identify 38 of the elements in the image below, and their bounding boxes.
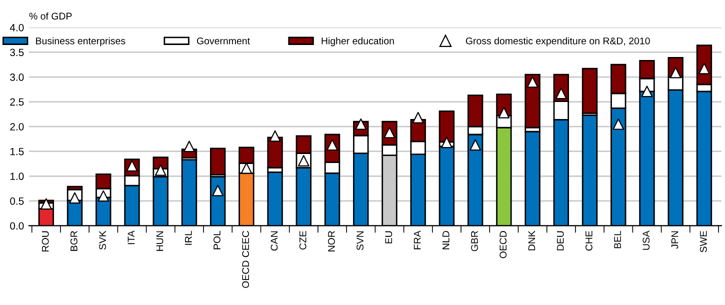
x-tick-label: POL <box>214 230 220 250</box>
x-tick-label: OECD <box>500 231 507 258</box>
x-tick-label: DEU <box>556 231 564 250</box>
x-tick-label: DNK <box>528 230 536 250</box>
x-tick-label: BGR <box>70 231 78 251</box>
x-tick-label: OECD CEEC <box>242 230 250 288</box>
y-tick-label: 3.5 <box>10 48 24 56</box>
x-tick-label: CAN <box>270 231 278 251</box>
x-tick-label: ITA <box>128 230 135 244</box>
y-tick-label: 3.0 <box>10 74 24 81</box>
x-tick-label: EU <box>385 231 392 244</box>
y-tick-label: 1.5 <box>10 148 24 156</box>
x-tick-label: IRL <box>185 230 192 245</box>
x-tick-label: FRA <box>414 230 421 250</box>
x-tick-label: SVK <box>99 230 106 250</box>
x-tick-label: NOR <box>328 231 335 252</box>
legend-label: Government <box>196 37 250 44</box>
x-tick-label: USA <box>642 230 650 250</box>
y-axis-title: % of GDP <box>29 12 72 20</box>
y-tick-label: 2.5 <box>10 98 24 106</box>
x-tick-label: NLD <box>442 231 450 250</box>
y-tick-label: 0.5 <box>10 197 24 205</box>
y-tick-label: 0.0 <box>10 222 24 230</box>
x-tick-label: BEL <box>614 230 621 248</box>
y-tick-label: 2.0 <box>10 123 24 130</box>
legend-label: Business enterprises <box>36 37 126 46</box>
x-tick-label: SWE <box>700 230 707 252</box>
x-tick-label: CZE <box>299 230 306 250</box>
legend-label: Gross domestic expenditure on R&D, 2010 <box>466 37 650 46</box>
legend-label: Higher education <box>322 37 394 46</box>
x-tick-label: HUN <box>156 231 164 251</box>
x-tick-label: CHE <box>585 230 592 251</box>
x-tick-label: JPN <box>671 231 678 249</box>
x-tick-label: ROU <box>42 231 49 252</box>
x-tick-label: SVN <box>356 231 364 250</box>
x-tick-label: GBR <box>471 231 478 252</box>
y-tick-label: 4.0 <box>10 24 24 32</box>
y-tick-label: 1.0 <box>10 172 24 180</box>
